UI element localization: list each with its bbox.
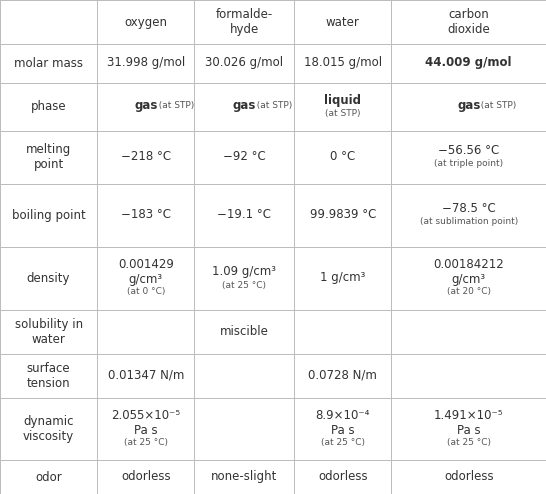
- Text: water: water: [326, 15, 360, 29]
- Text: solubility in
water: solubility in water: [15, 318, 82, 346]
- Text: liquid: liquid: [324, 93, 361, 107]
- Text: 1 g/cm³: 1 g/cm³: [320, 271, 366, 284]
- Text: formalde-
hyde: formalde- hyde: [216, 8, 273, 36]
- Text: (at 0 °C): (at 0 °C): [127, 288, 165, 296]
- Text: miscible: miscible: [220, 325, 269, 338]
- Text: (at 25 °C): (at 25 °C): [447, 438, 491, 447]
- Text: 0.00184212
g/cm³: 0.00184212 g/cm³: [434, 258, 504, 286]
- Text: 18.015 g/mol: 18.015 g/mol: [304, 56, 382, 69]
- Text: odor: odor: [35, 471, 62, 484]
- Text: none-slight: none-slight: [211, 470, 277, 483]
- Text: gas: gas: [134, 99, 157, 112]
- Text: 30.026 g/mol: 30.026 g/mol: [205, 56, 283, 69]
- Text: (at STP): (at STP): [251, 101, 292, 110]
- Text: (at STP): (at STP): [152, 101, 194, 110]
- Text: (at sublimation point): (at sublimation point): [420, 217, 518, 226]
- Text: (at 25 °C): (at 25 °C): [222, 281, 266, 289]
- Text: gas: gas: [457, 99, 480, 112]
- Text: density: density: [27, 272, 70, 285]
- Text: 2.055×10⁻⁵
Pa s: 2.055×10⁻⁵ Pa s: [111, 409, 180, 437]
- Text: −218 °C: −218 °C: [121, 150, 171, 163]
- Text: (at triple point): (at triple point): [434, 159, 503, 168]
- Text: −183 °C: −183 °C: [121, 208, 171, 221]
- Text: −56.56 °C: −56.56 °C: [438, 144, 500, 157]
- Text: (at 25 °C): (at 25 °C): [321, 438, 365, 447]
- Text: −92 °C: −92 °C: [223, 150, 266, 163]
- Text: 0.0728 N/m: 0.0728 N/m: [308, 369, 377, 382]
- Text: melting
point: melting point: [26, 143, 71, 171]
- Text: 1.491×10⁻⁵
Pa s: 1.491×10⁻⁵ Pa s: [434, 409, 503, 437]
- Text: phase: phase: [31, 100, 67, 113]
- Text: (at 25 °C): (at 25 °C): [124, 438, 168, 447]
- Text: 0 °C: 0 °C: [330, 150, 355, 163]
- Text: −19.1 °C: −19.1 °C: [217, 208, 271, 221]
- Text: carbon
dioxide: carbon dioxide: [447, 8, 490, 36]
- Text: 0.001429
g/cm³: 0.001429 g/cm³: [118, 258, 174, 286]
- Text: surface
tension: surface tension: [27, 363, 70, 390]
- Text: boiling point: boiling point: [11, 209, 86, 222]
- Text: oxygen: oxygen: [124, 15, 167, 29]
- Text: 44.009 g/mol: 44.009 g/mol: [425, 56, 512, 69]
- Text: 1.09 g/cm³: 1.09 g/cm³: [212, 265, 276, 279]
- Text: 0.01347 N/m: 0.01347 N/m: [108, 369, 184, 382]
- Text: odorless: odorless: [444, 470, 494, 483]
- Text: gas: gas: [233, 99, 256, 112]
- Text: odorless: odorless: [318, 470, 367, 483]
- Text: molar mass: molar mass: [14, 57, 83, 70]
- Text: odorless: odorless: [121, 470, 170, 483]
- Text: 99.9839 °C: 99.9839 °C: [310, 208, 376, 221]
- Text: dynamic
viscosity: dynamic viscosity: [23, 415, 74, 443]
- Text: −78.5 °C: −78.5 °C: [442, 202, 496, 215]
- Text: 8.9×10⁻⁴
Pa s: 8.9×10⁻⁴ Pa s: [316, 409, 370, 437]
- Text: (at 20 °C): (at 20 °C): [447, 288, 491, 296]
- Text: (at STP): (at STP): [476, 101, 517, 110]
- Text: 31.998 g/mol: 31.998 g/mol: [106, 56, 185, 69]
- Text: (at STP): (at STP): [325, 109, 361, 118]
